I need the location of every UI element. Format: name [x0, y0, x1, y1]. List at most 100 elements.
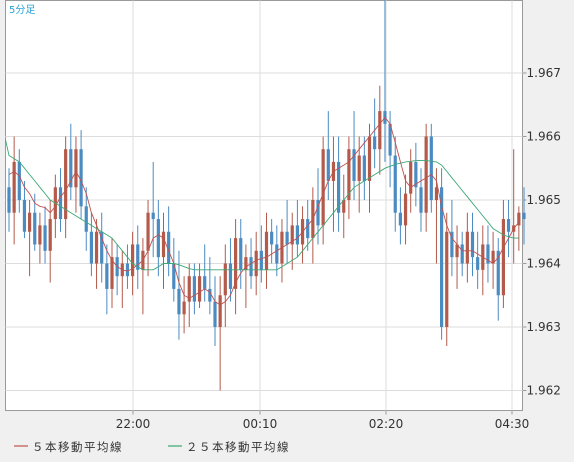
legend: ５本移動平均線 ２５本移動平均線 — [14, 440, 290, 454]
candle-body — [208, 288, 212, 302]
candle-body — [244, 257, 248, 270]
candle-body — [522, 212, 526, 220]
candle-body — [316, 200, 320, 226]
candle-body — [342, 200, 346, 213]
candle-body — [440, 187, 444, 327]
y-axis-labels: 1.962 1.963 1.964 1.965 1.966 1.967 — [527, 66, 561, 398]
candle-body — [501, 219, 505, 296]
candle-body — [414, 161, 418, 188]
candle-body — [100, 231, 104, 264]
candle-body — [295, 225, 299, 245]
candle-body — [28, 212, 32, 232]
candle-body — [403, 193, 408, 226]
y-tick-label: 1.963 — [527, 320, 561, 334]
candle-body — [434, 187, 439, 200]
candle-body — [424, 136, 428, 213]
candle-body — [378, 111, 382, 150]
candle-body — [264, 231, 269, 270]
candle-body — [491, 250, 495, 264]
ma25-line — [5, 139, 519, 271]
x-tick-label: 04:30 — [495, 417, 530, 431]
candle-body — [373, 136, 377, 150]
candle-body — [388, 123, 392, 156]
candle-body — [517, 212, 521, 226]
y-tick-label: 1.966 — [527, 130, 561, 144]
candle-body — [419, 187, 423, 213]
candle-body — [337, 161, 341, 213]
ma5-line — [8, 116, 520, 306]
candle-body — [58, 187, 63, 220]
candle-body — [239, 238, 243, 270]
plot-area — [5, 0, 523, 411]
candle-body — [450, 231, 454, 258]
y-tick-label: 1.962 — [527, 384, 561, 398]
candle-body — [496, 250, 500, 296]
candle-body — [321, 149, 325, 226]
candle-body — [17, 161, 21, 200]
candle-body — [393, 155, 397, 213]
candle-body — [465, 231, 469, 264]
candle-body — [429, 136, 433, 200]
timeframe-label: 5分足 — [9, 4, 35, 16]
candle-body — [38, 225, 42, 245]
candle-body — [506, 219, 511, 232]
candle-body — [94, 231, 99, 264]
y-tick-label: 1.967 — [527, 66, 561, 80]
candle-body — [213, 301, 217, 327]
candle-body — [84, 206, 88, 232]
candle-body — [460, 244, 464, 264]
candle-body — [192, 276, 196, 302]
candle-body — [476, 257, 480, 270]
candle-body — [306, 219, 310, 239]
candle-body — [234, 238, 238, 289]
candle-body — [352, 149, 356, 181]
candle-body — [74, 149, 78, 188]
candle-body — [362, 155, 366, 181]
candle-body — [398, 212, 402, 226]
x-tick-label: 22:00 — [116, 417, 151, 431]
candle-body — [167, 231, 171, 264]
candle-body — [43, 225, 47, 251]
candle-body — [203, 276, 207, 289]
candle-body — [223, 263, 227, 296]
candle-body — [146, 212, 150, 251]
candle-body — [326, 149, 330, 181]
y-tick-label: 1.965 — [527, 193, 561, 207]
candle-body — [131, 244, 135, 277]
candle-body — [79, 149, 83, 207]
candle-body — [357, 155, 361, 181]
candle-body — [290, 225, 294, 245]
candle-body — [89, 231, 93, 264]
candle-body — [156, 219, 160, 258]
candle-body — [48, 219, 52, 251]
candle-body — [347, 149, 351, 200]
candle-body — [270, 231, 274, 245]
candle-body — [254, 250, 258, 277]
candle-body — [172, 263, 176, 289]
candle-body — [259, 250, 263, 270]
x-axis-labels: 22:00 00:10 02:20 04:30 — [116, 417, 530, 431]
legend-ma25: ２５本移動平均線 — [186, 440, 290, 454]
candle-body — [445, 231, 449, 327]
candle-body — [275, 244, 279, 264]
candle-body — [285, 231, 289, 245]
candle-body — [182, 301, 186, 315]
candle-body — [367, 136, 372, 181]
candle-body — [69, 149, 73, 188]
candle-body — [105, 263, 109, 289]
candle-body — [197, 276, 202, 302]
candle-body — [7, 187, 11, 213]
candle-body — [110, 257, 114, 289]
y-tick-label: 1.964 — [527, 257, 561, 271]
candle-body — [136, 244, 140, 270]
candle-body — [218, 295, 222, 327]
candle-body — [161, 231, 166, 258]
candle-body — [249, 257, 253, 277]
candle-body — [177, 288, 181, 315]
candle-body — [64, 149, 68, 220]
candle-body — [33, 212, 37, 245]
candle-body — [125, 263, 130, 277]
candle-body — [22, 200, 27, 232]
